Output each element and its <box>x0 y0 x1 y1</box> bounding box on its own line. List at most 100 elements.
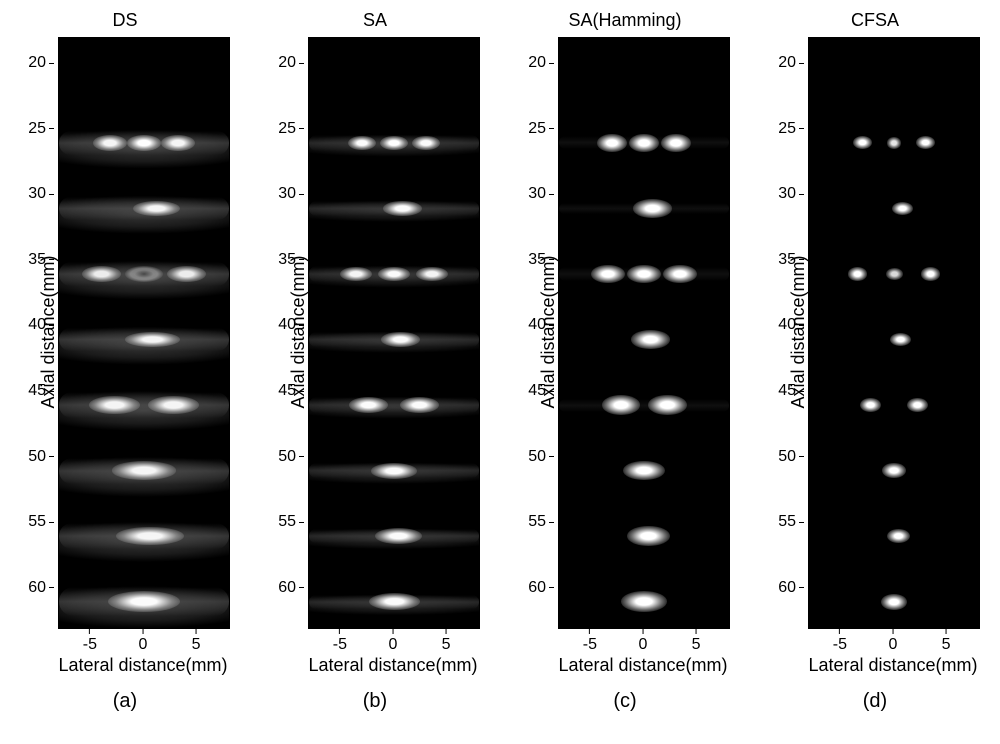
point-target <box>133 201 180 217</box>
sidelobe-band <box>308 460 480 492</box>
sidelobe-band <box>308 132 480 166</box>
y-tick-mark <box>799 63 804 64</box>
y-tick: 60 <box>778 579 804 597</box>
y-tick: 50 <box>528 448 554 466</box>
panel-sublabel: (c) <box>613 690 636 713</box>
y-tick-label: 50 <box>28 448 46 466</box>
sidelobe-band <box>308 526 480 558</box>
sidelobe-band <box>58 517 230 579</box>
y-tick-mark <box>799 456 804 457</box>
sidelobe-band <box>559 203 729 215</box>
point-target <box>340 267 372 281</box>
x-tick: 5 <box>442 629 451 654</box>
y-tick-label: 60 <box>778 579 796 597</box>
point-target <box>663 265 697 283</box>
sidelobe-band <box>58 191 230 251</box>
point-target <box>887 137 902 149</box>
y-tick-label: 60 <box>528 579 546 597</box>
x-tick-mark <box>839 629 840 634</box>
point-target <box>848 267 867 280</box>
x-tick-label: 5 <box>692 636 701 654</box>
point-target <box>93 135 127 151</box>
y-tick-label: 60 <box>278 579 296 597</box>
point-target <box>348 136 376 150</box>
y-tick-label: 20 <box>778 54 796 72</box>
y-tick: 50 <box>778 448 804 466</box>
y-tick-mark <box>49 522 54 523</box>
y-tick-label: 25 <box>778 120 796 138</box>
x-tick-label: 5 <box>192 636 201 654</box>
image-box <box>308 37 480 629</box>
sidelobe-band <box>559 136 729 149</box>
sidelobe-stripe <box>59 587 229 616</box>
y-tick-label: 50 <box>778 448 796 466</box>
y-axis: 202530354045505560Axial distance(mm) <box>270 37 308 627</box>
x-tick-mark <box>696 629 697 634</box>
x-axis-wrap: -505Lateral distance(mm) <box>272 629 478 676</box>
x-tick: 5 <box>192 629 201 654</box>
point-target <box>371 463 418 479</box>
x-axis-wrap: -505Lateral distance(mm) <box>522 629 728 676</box>
point-target <box>631 330 669 348</box>
sidelobe-band <box>58 256 230 316</box>
x-tick-label: -5 <box>333 636 347 654</box>
sidelobe-band <box>58 322 230 382</box>
y-tick-label: 30 <box>528 185 546 203</box>
y-tick-label: 50 <box>278 448 296 466</box>
plot-area: 202530354045505560Axial distance(mm) <box>770 37 980 629</box>
point-target <box>112 461 176 479</box>
point-target <box>602 395 640 415</box>
y-axis: 202530354045505560Axial distance(mm) <box>20 37 58 627</box>
x-tick: 5 <box>692 629 701 654</box>
sidelobe-band <box>58 452 230 514</box>
point-target <box>161 135 195 151</box>
sidelobe-stripe <box>309 463 479 477</box>
plot-area: 202530354045505560Axial distance(mm) <box>20 37 230 629</box>
point-target <box>349 397 387 413</box>
panel-sublabel: (d) <box>863 690 887 713</box>
point-target <box>882 463 905 477</box>
point-target <box>125 332 180 348</box>
y-tick-label: 30 <box>278 185 296 203</box>
sidelobe-stripe <box>309 266 479 282</box>
x-tick: 0 <box>389 629 398 654</box>
point-target <box>400 397 438 413</box>
point-target <box>167 266 205 282</box>
sidelobe-band <box>308 592 480 624</box>
y-tick-mark <box>299 63 304 64</box>
x-tick-mark <box>946 629 947 634</box>
y-tick-mark <box>549 522 554 523</box>
plot-area: 202530354045505560Axial distance(mm) <box>270 37 480 629</box>
x-tick-label: 0 <box>639 636 648 654</box>
x-axis: -505 <box>558 629 728 653</box>
point-target <box>881 594 907 610</box>
x-tick-mark <box>339 629 340 634</box>
y-tick-label: 25 <box>28 120 46 138</box>
y-tick-mark <box>49 194 54 195</box>
panel-title: CFSA <box>851 10 899 31</box>
panel-title: SA(Hamming) <box>568 10 681 31</box>
point-target <box>116 527 184 545</box>
y-tick: 60 <box>528 579 554 597</box>
x-axis: -505 <box>58 629 228 653</box>
point-target <box>82 266 120 282</box>
y-tick: 50 <box>278 448 304 466</box>
y-tick-mark <box>299 587 304 588</box>
x-axis-wrap: -505Lateral distance(mm) <box>22 629 228 676</box>
y-tick: 50 <box>28 448 54 466</box>
y-tick: 25 <box>28 120 54 138</box>
point-target <box>375 528 422 544</box>
y-tick-mark <box>49 587 54 588</box>
point-target <box>380 136 408 150</box>
y-tick-mark <box>549 194 554 195</box>
point-target <box>921 267 940 280</box>
y-tick: 20 <box>528 54 554 72</box>
point-target <box>89 396 140 414</box>
sidelobe-stripe <box>309 332 479 346</box>
y-axis: 202530354045505560Axial distance(mm) <box>520 37 558 627</box>
y-tick: 20 <box>278 54 304 72</box>
image-box <box>558 37 730 629</box>
x-tick-mark <box>393 629 394 634</box>
point-target <box>127 135 161 151</box>
panel-title: SA <box>363 10 387 31</box>
